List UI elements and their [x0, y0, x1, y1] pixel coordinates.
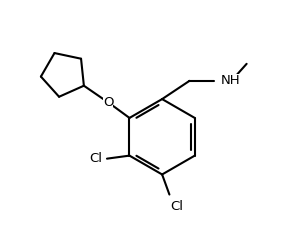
Text: Cl: Cl	[171, 200, 184, 213]
Text: Cl: Cl	[90, 152, 103, 165]
Text: O: O	[103, 96, 114, 109]
Text: NH: NH	[221, 74, 241, 87]
